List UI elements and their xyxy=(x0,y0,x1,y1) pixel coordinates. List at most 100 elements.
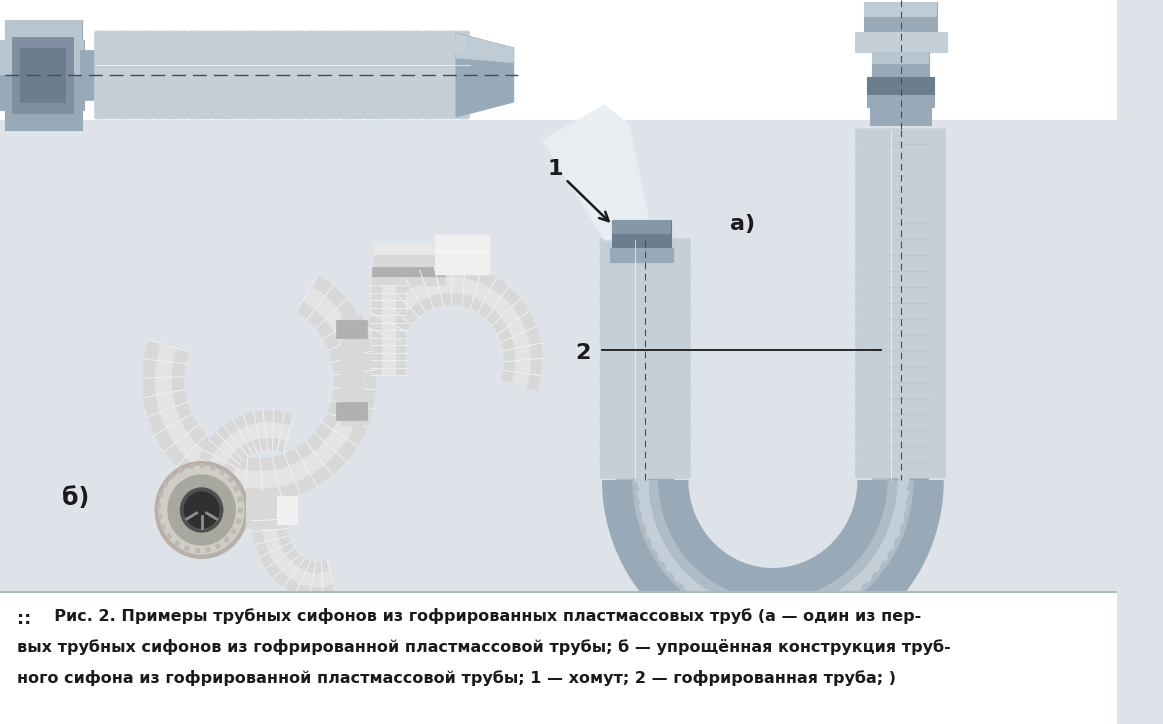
FancyBboxPatch shape xyxy=(600,306,691,319)
FancyBboxPatch shape xyxy=(600,412,691,425)
Polygon shape xyxy=(208,439,241,465)
FancyBboxPatch shape xyxy=(600,292,691,306)
Text: 1: 1 xyxy=(548,159,608,221)
Polygon shape xyxy=(295,447,317,487)
Bar xyxy=(451,37,465,53)
Polygon shape xyxy=(233,418,252,455)
Bar xyxy=(864,2,937,32)
Polygon shape xyxy=(636,463,658,550)
Polygon shape xyxy=(258,542,292,557)
FancyBboxPatch shape xyxy=(223,31,235,119)
Polygon shape xyxy=(204,422,291,490)
Bar xyxy=(223,536,230,543)
FancyBboxPatch shape xyxy=(856,304,946,319)
Polygon shape xyxy=(497,311,530,334)
Polygon shape xyxy=(456,33,514,63)
Bar xyxy=(341,315,362,425)
Bar xyxy=(0,120,1116,590)
Polygon shape xyxy=(371,285,406,375)
Circle shape xyxy=(185,492,219,528)
Polygon shape xyxy=(265,547,295,570)
Polygon shape xyxy=(651,541,714,607)
Bar xyxy=(855,32,947,52)
Polygon shape xyxy=(226,453,236,497)
Polygon shape xyxy=(451,264,452,306)
Bar xyxy=(866,95,934,107)
FancyBboxPatch shape xyxy=(364,31,376,119)
Polygon shape xyxy=(377,277,531,388)
FancyBboxPatch shape xyxy=(856,352,946,366)
FancyBboxPatch shape xyxy=(435,235,444,275)
Bar xyxy=(0,40,84,75)
Text: Рис. 2. Примеры трубных сифонов из гофрированных пластмассовых труб (а — один из: Рис. 2. Примеры трубных сифонов из гофри… xyxy=(43,608,921,624)
Text: вых трубных сифонов из гофрированной пластмассовой трубы; б — упрощённая констру: вых трубных сифонов из гофрированной пла… xyxy=(17,639,951,655)
Polygon shape xyxy=(263,409,267,451)
Polygon shape xyxy=(142,376,185,378)
Polygon shape xyxy=(638,503,683,582)
Polygon shape xyxy=(272,456,283,500)
Bar xyxy=(195,548,200,553)
FancyBboxPatch shape xyxy=(600,466,691,479)
Polygon shape xyxy=(638,450,652,536)
FancyBboxPatch shape xyxy=(600,252,691,265)
Bar xyxy=(157,503,162,508)
Bar xyxy=(371,277,444,285)
Bar xyxy=(178,466,185,473)
Bar xyxy=(20,48,66,103)
Polygon shape xyxy=(645,529,702,600)
Polygon shape xyxy=(641,516,692,592)
Bar xyxy=(236,518,242,524)
Polygon shape xyxy=(327,558,336,596)
Polygon shape xyxy=(832,541,894,607)
FancyBboxPatch shape xyxy=(856,288,946,303)
Bar xyxy=(238,508,243,513)
Bar xyxy=(872,130,929,480)
FancyBboxPatch shape xyxy=(469,235,477,275)
FancyBboxPatch shape xyxy=(387,31,399,119)
FancyBboxPatch shape xyxy=(449,235,457,275)
FancyBboxPatch shape xyxy=(600,279,691,292)
FancyBboxPatch shape xyxy=(399,31,411,119)
Bar xyxy=(215,543,221,550)
Bar xyxy=(872,130,889,480)
Bar xyxy=(374,243,442,267)
FancyBboxPatch shape xyxy=(293,31,306,119)
FancyBboxPatch shape xyxy=(270,31,283,119)
Polygon shape xyxy=(381,285,395,375)
Polygon shape xyxy=(215,431,243,461)
Bar xyxy=(0,40,84,110)
Polygon shape xyxy=(782,584,862,623)
Polygon shape xyxy=(155,286,364,489)
Polygon shape xyxy=(636,476,665,561)
FancyBboxPatch shape xyxy=(856,383,946,398)
Bar xyxy=(437,243,490,267)
FancyBboxPatch shape xyxy=(94,31,107,119)
FancyBboxPatch shape xyxy=(352,31,364,119)
FancyBboxPatch shape xyxy=(600,385,691,399)
FancyBboxPatch shape xyxy=(445,31,458,119)
FancyBboxPatch shape xyxy=(455,235,464,275)
Polygon shape xyxy=(880,476,909,561)
Polygon shape xyxy=(305,441,333,476)
Polygon shape xyxy=(756,599,840,622)
Bar xyxy=(0,0,1116,120)
Bar xyxy=(80,50,97,100)
Bar xyxy=(437,243,490,251)
Bar xyxy=(158,492,164,497)
FancyBboxPatch shape xyxy=(856,209,946,224)
Bar xyxy=(174,540,180,547)
Bar xyxy=(616,240,675,480)
Circle shape xyxy=(167,475,235,545)
FancyBboxPatch shape xyxy=(856,145,946,160)
FancyBboxPatch shape xyxy=(600,358,691,372)
FancyBboxPatch shape xyxy=(235,31,247,119)
FancyBboxPatch shape xyxy=(411,31,422,119)
Polygon shape xyxy=(420,270,434,309)
Polygon shape xyxy=(308,561,316,599)
FancyBboxPatch shape xyxy=(856,399,946,414)
Polygon shape xyxy=(148,340,190,352)
Polygon shape xyxy=(295,274,319,313)
Bar xyxy=(336,320,366,338)
Polygon shape xyxy=(315,298,348,329)
Bar xyxy=(371,267,444,277)
